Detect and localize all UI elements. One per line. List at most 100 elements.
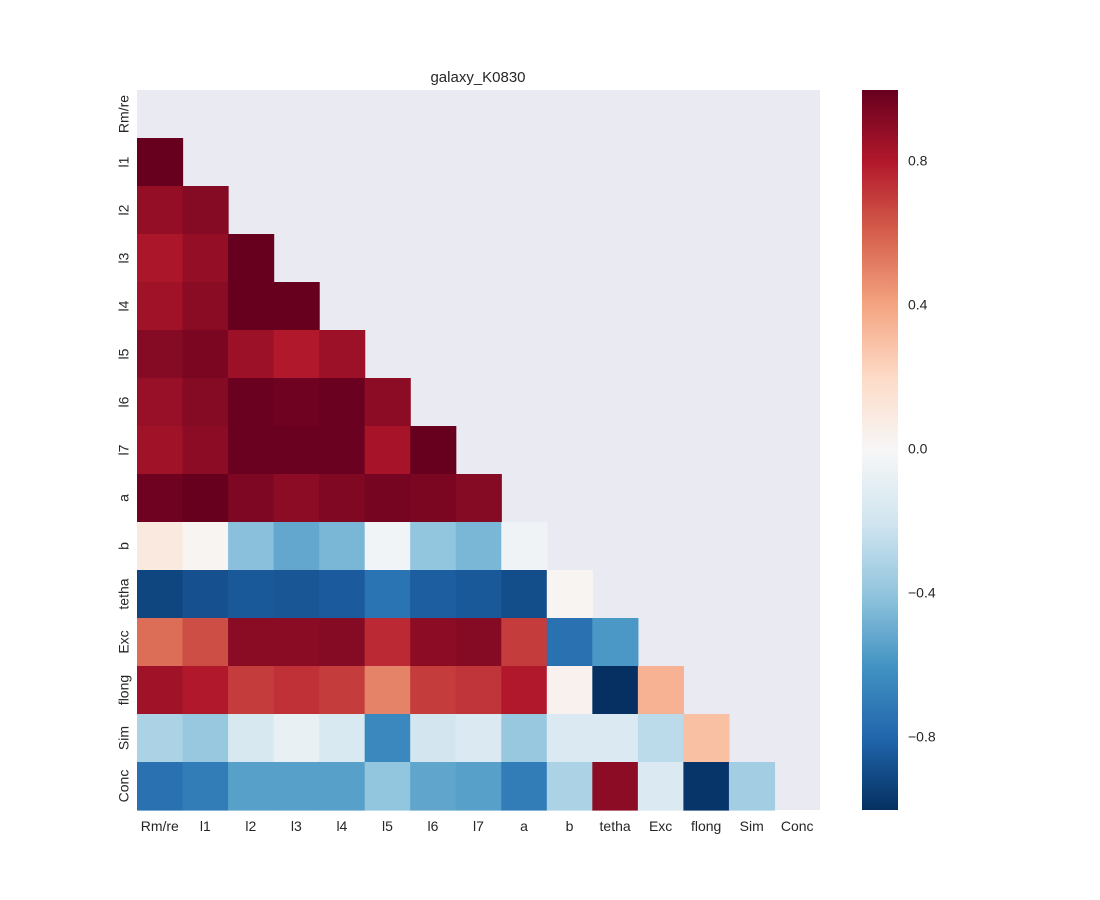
heatmap-cell: [273, 282, 320, 331]
heatmap-cell: [137, 234, 184, 283]
y-tick-labels: Rm/re l1 l2 l3 l4 l5 l6 l7 a b tetha Exc flong Sim Con…: [116, 95, 132, 803]
heatmap-cell: [592, 714, 639, 763]
heatmap-cell: [137, 570, 184, 619]
y-tick-label: a: [116, 494, 132, 502]
heatmap-cell: [273, 714, 320, 763]
y-tick-label: tetha: [116, 578, 132, 609]
heatmap-cell: [228, 522, 275, 571]
y-tick-label: Sim: [116, 726, 132, 750]
colorbar-tick-label: −0.4: [908, 585, 936, 601]
heatmap-cell: [410, 570, 457, 619]
heatmap-cell: [501, 522, 548, 571]
heatmap-cell: [410, 426, 457, 475]
heatmap-cell: [228, 666, 275, 715]
x-tick-labels: Rm/re l1 l2 l3 l4 l5 l6 l7 a b tetha Exc flong Sim Con…: [141, 818, 814, 834]
heatmap-cell: [637, 666, 684, 715]
heatmap-cell: [182, 714, 229, 763]
heatmap-cell: [182, 426, 229, 475]
heatmap-cell: [319, 714, 366, 763]
heatmap-cell: [319, 378, 366, 427]
y-tick-label: l2: [116, 204, 132, 215]
heatmap-cell: [228, 330, 275, 379]
x-tick-label: l4: [336, 818, 347, 834]
heatmap-cell: [364, 570, 411, 619]
heatmap-cell: [273, 330, 320, 379]
x-tick-label: flong: [691, 818, 721, 834]
heatmap-cell: [182, 378, 229, 427]
heatmap-cell: [501, 762, 548, 811]
heatmap-cell: [273, 378, 320, 427]
heatmap-cell: [319, 474, 366, 523]
heatmap-cell: [182, 234, 229, 283]
x-tick-label: l6: [428, 818, 439, 834]
heatmap-cell: [410, 666, 457, 715]
heatmap-cell: [592, 666, 639, 715]
heatmap-cell: [455, 666, 502, 715]
heatmap-cell: [228, 474, 275, 523]
heatmap-cell: [501, 666, 548, 715]
heatmap-cell: [137, 522, 184, 571]
heatmap-cell: [455, 714, 502, 763]
heatmap-cell: [455, 474, 502, 523]
heatmap-cell: [546, 762, 593, 811]
heatmap-cell: [137, 762, 184, 811]
heatmap-cells: [137, 138, 776, 811]
heatmap-cell: [501, 714, 548, 763]
y-tick-label: b: [116, 542, 132, 550]
heatmap-cell: [137, 474, 184, 523]
heatmap-cell: [137, 618, 184, 667]
heatmap-cell: [137, 666, 184, 715]
heatmap-cell: [273, 570, 320, 619]
x-tick-label: b: [566, 818, 574, 834]
heatmap-cell: [364, 522, 411, 571]
heatmap-cell: [228, 570, 275, 619]
heatmap-cell: [319, 618, 366, 667]
heatmap-cell: [228, 714, 275, 763]
heatmap-cell: [319, 426, 366, 475]
heatmap-cell: [546, 618, 593, 667]
heatmap-cell: [273, 666, 320, 715]
chart-title: galaxy_K0830: [430, 69, 525, 86]
heatmap-cell: [410, 618, 457, 667]
heatmap-cell: [455, 570, 502, 619]
colorbar: [862, 90, 898, 810]
y-tick-label: l1: [116, 156, 132, 167]
heatmap-cell: [364, 618, 411, 667]
heatmap-cell: [410, 762, 457, 811]
x-tick-label: Exc: [649, 818, 672, 834]
heatmap-cell: [410, 474, 457, 523]
heatmap-cell: [273, 426, 320, 475]
y-tick-label: l3: [116, 252, 132, 263]
heatmap-cell: [364, 714, 411, 763]
x-tick-label: l5: [382, 818, 393, 834]
heatmap-cell: [364, 762, 411, 811]
heatmap-cell: [364, 474, 411, 523]
heatmap-cell: [319, 666, 366, 715]
heatmap-cell: [182, 186, 229, 235]
x-tick-label: l2: [245, 818, 256, 834]
colorbar-tick-label: 0.8: [908, 153, 928, 169]
heatmap-cell: [137, 426, 184, 475]
heatmap-cell: [182, 762, 229, 811]
y-tick-label: Exc: [116, 630, 132, 653]
heatmap-cell: [273, 522, 320, 571]
heatmap-cell: [501, 570, 548, 619]
heatmap-cell: [137, 378, 184, 427]
heatmap-cell: [364, 666, 411, 715]
colorbar-tick-label: 0.0: [908, 441, 928, 457]
heatmap-cell: [546, 666, 593, 715]
colorbar-tick-labels: 0.8 0.4 0.0 −0.4 −0.8: [908, 153, 936, 745]
x-tick-label: Conc: [781, 818, 814, 834]
heatmap-cell: [319, 762, 366, 811]
heatmap-cell: [592, 618, 639, 667]
heatmap-cell: [182, 618, 229, 667]
x-tick-label: l3: [291, 818, 302, 834]
heatmap-cell: [228, 762, 275, 811]
heatmap-cell: [319, 330, 366, 379]
colorbar-tick-label: −0.8: [908, 729, 936, 745]
heatmap-cell: [137, 330, 184, 379]
heatmap-cell: [137, 714, 184, 763]
heatmap-cell: [501, 618, 548, 667]
heatmap-cell: [455, 618, 502, 667]
heatmap-cell: [592, 762, 639, 811]
